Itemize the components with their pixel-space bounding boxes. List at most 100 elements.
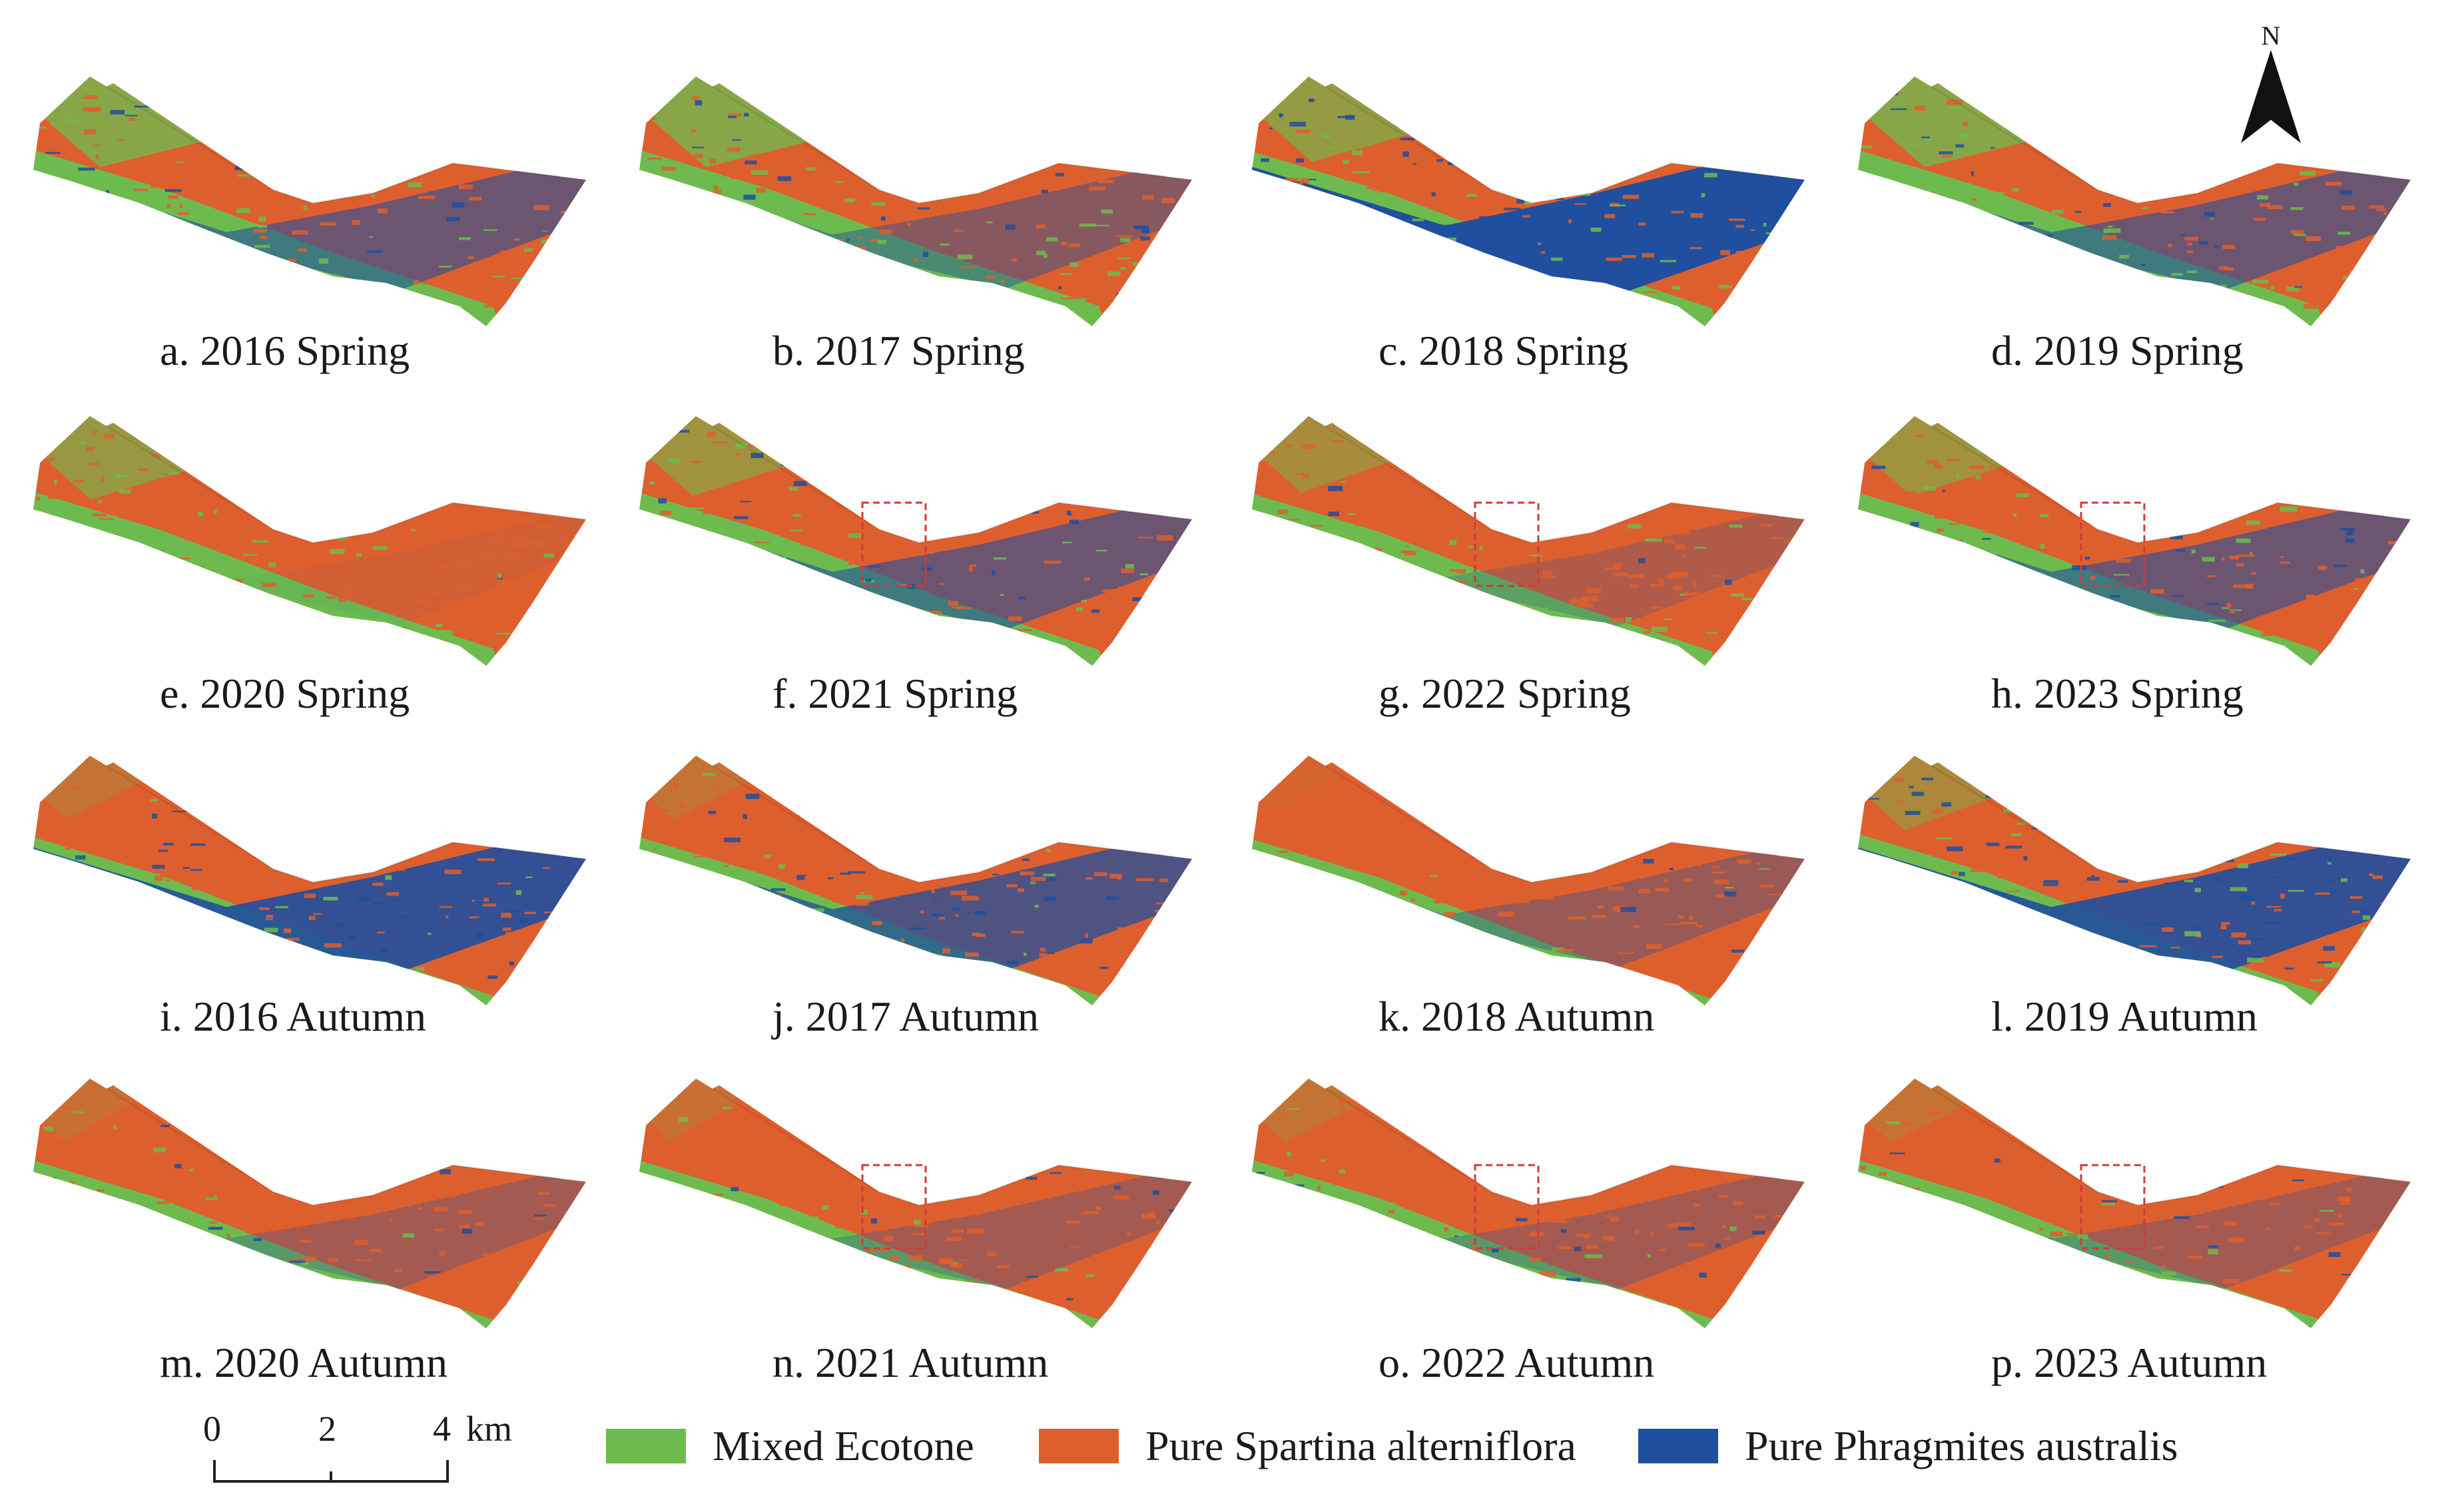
pixel-speckle <box>1472 592 1480 595</box>
pixel-speckle <box>2294 1246 2300 1250</box>
pixel-speckle <box>641 890 650 895</box>
pixel-speckle <box>2381 615 2394 619</box>
pixel-speckle <box>1040 947 1046 952</box>
pixel-speckle <box>413 538 423 544</box>
pixel-speckle <box>1018 629 1033 631</box>
pixel-speckle <box>2184 236 2198 241</box>
pixel-speckle <box>826 579 838 583</box>
pixel-speckle <box>965 952 979 957</box>
pixel-speckle <box>940 521 957 525</box>
pixel-speckle <box>151 515 159 521</box>
pixel-speckle <box>2016 236 2030 239</box>
pixel-speckle <box>1402 456 1416 459</box>
pixel-speckle <box>1141 1214 1155 1219</box>
pixel-speckle <box>43 1152 49 1154</box>
pixel-speckle <box>353 826 362 830</box>
pixel-speckle <box>754 228 761 231</box>
pixel-speckle <box>1614 563 1622 569</box>
pixel-speckle <box>2353 587 2359 590</box>
pixel-speckle <box>1276 1090 1283 1094</box>
pixel-speckle <box>264 820 276 824</box>
pixel-speckle <box>543 867 551 869</box>
pixel-speckle <box>1544 146 1558 150</box>
pixel-speckle <box>446 217 460 222</box>
pixel-speckle <box>265 918 273 921</box>
pixel-speckle <box>386 842 395 844</box>
pixel-speckle <box>356 553 362 557</box>
pixel-speckle <box>2050 1231 2063 1236</box>
pixel-speckle <box>858 162 872 166</box>
pixel-speckle <box>99 518 114 520</box>
pixel-speckle <box>695 100 703 106</box>
pixel-speckle <box>371 194 376 198</box>
pixel-speckle <box>1947 846 1963 852</box>
pixel-speckle <box>2042 244 2048 247</box>
pixel-speckle <box>1966 232 1971 234</box>
pixel-speckle <box>581 1318 586 1323</box>
pixel-speckle <box>913 878 926 880</box>
pixel-speckle <box>1987 192 2004 197</box>
pixel-speckle <box>2101 1203 2116 1206</box>
pixel-speckle <box>255 157 272 163</box>
pixel-speckle <box>226 529 243 533</box>
pixel-speckle <box>1070 1246 1080 1248</box>
pixel-speckle <box>502 927 511 931</box>
pixel-speckle <box>2038 469 2052 474</box>
pixel-speckle <box>1946 99 1963 105</box>
pixel-speckle <box>597 899 601 901</box>
pixel-speckle <box>135 899 142 904</box>
pixel-speckle <box>1132 597 1149 601</box>
pixel-speckle <box>1284 882 1295 887</box>
pixel-speckle <box>1209 249 1219 251</box>
pixel-speckle <box>2212 153 2229 156</box>
pixel-speckle <box>320 1159 333 1165</box>
pixel-speckle <box>295 1140 306 1143</box>
pixel-speckle <box>1793 543 1805 546</box>
pixel-speckle <box>1867 798 1879 800</box>
pixel-speckle <box>1863 857 1870 862</box>
pixel-speckle <box>2154 1162 2162 1164</box>
pixel-speckle <box>581 1238 586 1240</box>
pixel-speckle <box>730 154 740 158</box>
pixel-speckle <box>663 520 667 526</box>
pixel-speckle <box>867 565 882 568</box>
pixel-speckle <box>2260 202 2271 207</box>
pixel-speckle <box>1257 1172 1265 1174</box>
pixel-speckle <box>703 511 712 515</box>
pixel-speckle <box>1185 634 1190 640</box>
pixel-speckle <box>1404 111 1414 115</box>
pixel-speckle <box>1431 192 1436 196</box>
pixel-speckle <box>196 216 200 220</box>
pixel-speckle <box>1133 1243 1147 1247</box>
classification-map <box>33 1079 586 1328</box>
pixel-speckle <box>41 457 55 462</box>
pixel-speckle <box>884 885 896 890</box>
pixel-speckle <box>133 188 149 192</box>
pixel-speckle <box>1687 1243 1705 1247</box>
pixel-speckle <box>2077 806 2087 809</box>
pixel-speckle <box>2165 513 2175 517</box>
pixel-speckle <box>213 487 220 491</box>
pixel-speckle <box>2311 1291 2321 1297</box>
pixel-speckle <box>440 1169 451 1174</box>
pixel-speckle <box>250 1203 259 1208</box>
pixel-speckle <box>1135 965 1152 971</box>
pixel-speckle <box>728 1152 737 1157</box>
pixel-speckle <box>718 1220 727 1222</box>
pixel-speckle <box>2021 228 2030 233</box>
pixel-speckle <box>1529 555 1544 557</box>
pixel-speckle <box>214 480 222 485</box>
panel-caption: i. 2016 Autumn <box>160 993 427 1040</box>
map-panel <box>633 63 1219 343</box>
legend-label: Pure Phragmites australis <box>1745 1422 2178 1469</box>
pixel-speckle <box>515 890 522 895</box>
pixel-speckle <box>2317 565 2327 571</box>
pixel-speckle <box>1664 618 1673 621</box>
pixel-speckle <box>1317 1185 1321 1190</box>
pixel-speckle <box>1410 898 1416 902</box>
classification-map <box>1252 756 1805 1005</box>
pixel-speckle <box>1199 1218 1206 1222</box>
pixel-speckle <box>1644 519 1647 523</box>
pixel-speckle <box>747 1105 752 1109</box>
pixel-speckle <box>35 810 49 814</box>
